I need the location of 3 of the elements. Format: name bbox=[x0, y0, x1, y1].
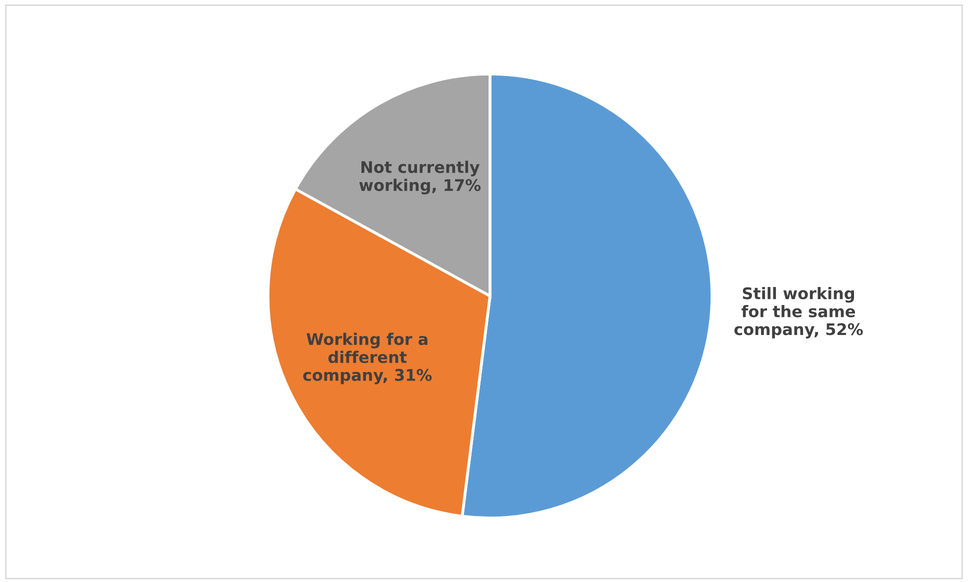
slice-label: Working for a different company, 31% bbox=[303, 332, 432, 384]
slice-label: Not currently working, 17% bbox=[359, 160, 481, 194]
slice-label: Still working for the same company, 52% bbox=[734, 286, 863, 338]
